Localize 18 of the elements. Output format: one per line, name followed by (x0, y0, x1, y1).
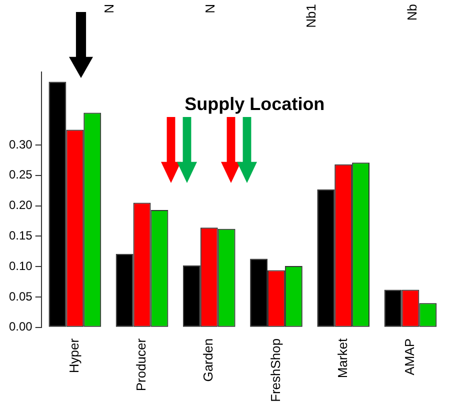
x-tick-label: Hyper (66, 338, 82, 374)
y-tick-label: 0.15 (8, 228, 33, 243)
text: Nb (404, 4, 420, 21)
text: Supply Location (184, 94, 325, 114)
y-tick-label: 0.25 (8, 168, 33, 182)
text: Nb1 (304, 4, 319, 28)
x-tick-label: Market (334, 338, 350, 378)
y-tick-label: 0.10 (8, 258, 33, 273)
x-tick-label: FreshShop (268, 338, 283, 402)
x-tick-label: Garden (200, 338, 216, 382)
y-tick-label: 0.30 (8, 137, 33, 152)
y-tick-label: 0.00 (8, 320, 33, 334)
x-tick-label: Producer (134, 338, 149, 392)
y-tick-label: 0.05 (8, 289, 33, 304)
y-tick-label: 0.20 (8, 198, 33, 212)
x-tick-label: AMAP (402, 338, 418, 376)
text: N (202, 4, 218, 14)
text: N (102, 4, 117, 14)
